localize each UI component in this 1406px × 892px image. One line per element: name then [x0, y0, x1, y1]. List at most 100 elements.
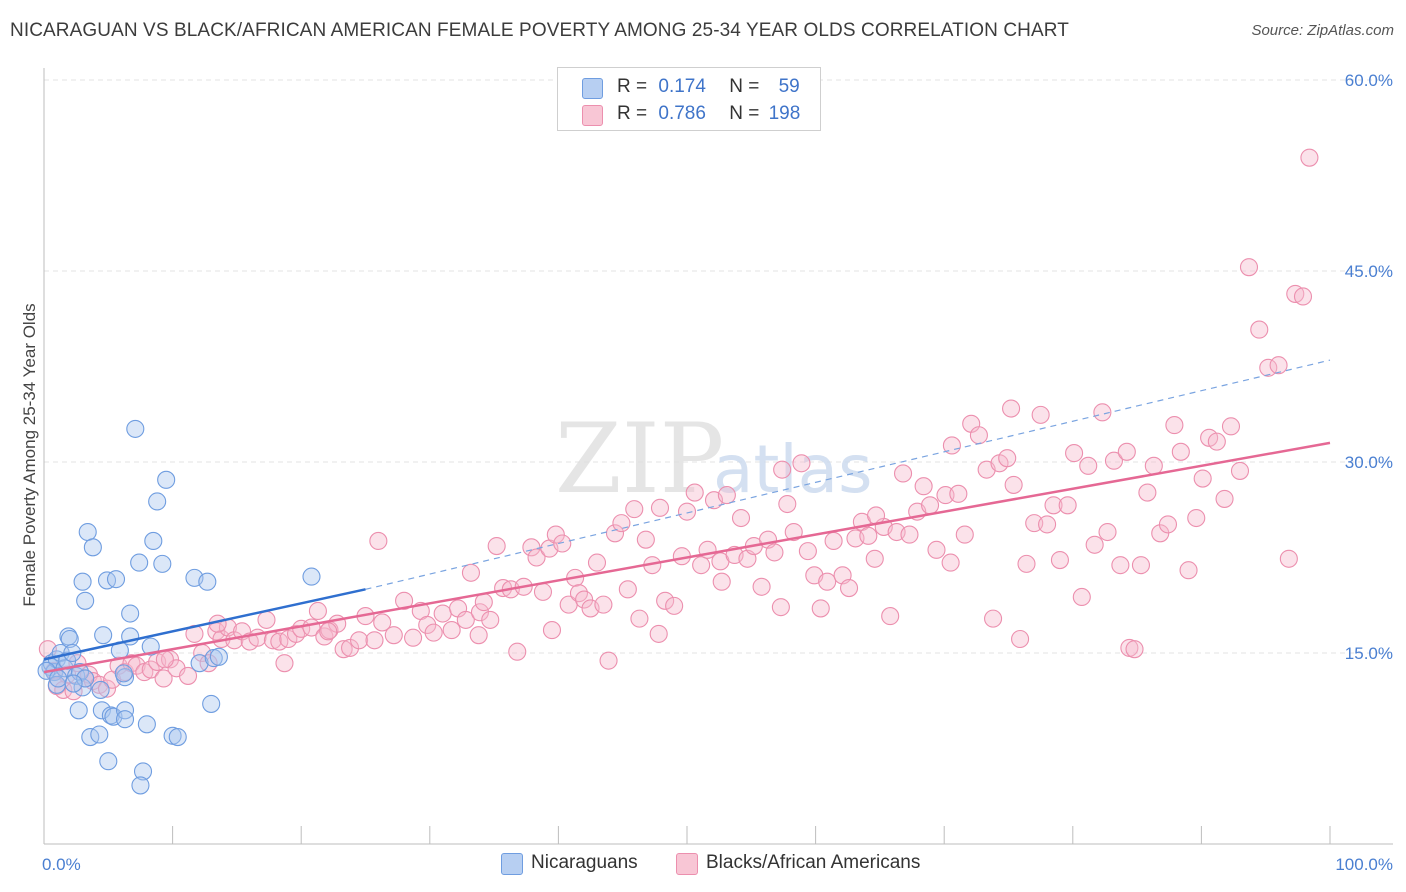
data-point-nicaraguans [133, 762, 153, 781]
data-point-blacks [599, 651, 618, 670]
data-point-nicaraguans [190, 654, 209, 673]
bottom-legend-label: Blacks/African Americans [706, 852, 921, 873]
data-point-blacks [824, 531, 843, 550]
data-point-nicaraguans [137, 715, 156, 734]
data-point-blacks [1131, 556, 1151, 575]
data-point-blacks [625, 500, 644, 519]
data-point-blacks [1293, 287, 1313, 306]
data-point-nicaraguans [92, 701, 111, 720]
legend-swatch-blue [582, 78, 603, 99]
data-point-blacks [1017, 554, 1036, 573]
data-point-blacks [1215, 489, 1234, 508]
data-point-blacks [373, 613, 392, 632]
x-axis [43, 68, 1393, 845]
data-point-blacks [936, 486, 955, 505]
data-point-blacks [1031, 405, 1050, 424]
data-point-blacks [587, 553, 607, 572]
data-point-nicaraguans [202, 694, 221, 713]
data-point-blacks [941, 553, 960, 572]
data-point-blacks [865, 549, 884, 568]
data-point-nicaraguans [60, 629, 79, 649]
data-point-blacks [881, 607, 900, 626]
data-point-blacks [424, 623, 443, 642]
legend-n-label: N = [729, 76, 760, 97]
data-point-blacks [433, 604, 452, 623]
data-point-blacks [1171, 442, 1190, 461]
data-point-blacks [1038, 515, 1057, 534]
data-point-blacks [1117, 442, 1136, 461]
data-point-blacks [474, 593, 493, 612]
data-point-blacks [442, 621, 461, 640]
data-point-blacks [369, 531, 388, 550]
data-point-nicaraguans [130, 553, 149, 572]
data-point-blacks [612, 514, 631, 533]
data-point-blacks [1098, 522, 1117, 542]
data-point-blacks [792, 454, 811, 473]
data-point-blacks [481, 610, 500, 629]
data-point-nicaraguans [157, 470, 176, 489]
trend-line-blacks [43, 441, 1331, 674]
data-point-nicaraguans [141, 637, 160, 656]
data-point-blacks [1002, 399, 1021, 418]
data-point-nicaraguans [126, 419, 145, 438]
data-point-nicaraguans [76, 669, 95, 688]
bottom-legend-swatch-blue [501, 853, 523, 875]
data-point-blacks [1193, 469, 1212, 488]
data-point-nicaraguans [302, 567, 321, 586]
data-point-blacks [533, 582, 553, 601]
data-point-nicaraguans [73, 572, 92, 591]
data-point-blacks [955, 525, 974, 544]
data-point-blacks [1044, 496, 1063, 515]
data-point-blacks [527, 548, 546, 567]
data-point-nicaraguans [76, 591, 95, 610]
correlation-legend: R = 0.174 N = 59 R = 0.786 N = 198 [557, 67, 821, 131]
y-tick-label: 60.0% [1345, 71, 1393, 90]
data-point-blacks [1230, 461, 1250, 480]
data-point-blacks [1104, 451, 1124, 470]
legend-n-label: N = [729, 103, 760, 124]
data-point-blacks [350, 631, 369, 650]
data-point-blacks [921, 496, 940, 515]
data-point-blacks [1011, 629, 1030, 649]
bottom-legend-label: Nicaraguans [531, 852, 638, 873]
data-point-nicaraguans [64, 674, 83, 693]
data-point-blacks [487, 536, 506, 556]
data-point-blacks [685, 483, 704, 502]
data-point-nicaraguans [91, 680, 110, 699]
data-point-nicaraguans [121, 604, 140, 623]
legend-n-value: 198 [768, 103, 801, 124]
data-point-nicaraguans [78, 522, 97, 542]
source-label: Source: ZipAtlas.com [1251, 22, 1394, 39]
y-tick-label: 30.0% [1345, 453, 1393, 472]
data-point-blacks [308, 601, 327, 621]
data-point-blacks [461, 563, 481, 582]
data-point-blacks [1065, 444, 1084, 463]
x-tick-label-min: 0.0% [42, 855, 81, 874]
data-point-blacks [553, 534, 572, 553]
data-point-nicaraguans [97, 571, 117, 590]
data-point-nicaraguans [148, 492, 167, 511]
data-point-blacks [859, 526, 878, 545]
data-point-blacks [927, 540, 946, 559]
data-point-nicaraguans [106, 570, 126, 589]
data-point-blacks [1279, 549, 1298, 568]
data-point-blacks [384, 626, 403, 645]
data-point-nicaraguans [49, 669, 68, 688]
data-point-nicaraguans [104, 707, 123, 726]
data-point-blacks [154, 669, 173, 688]
legend-r-label: R = [617, 76, 648, 97]
data-point-nicaraguans [90, 725, 109, 744]
data-point-nicaraguans [168, 727, 187, 747]
data-point-blacks [1158, 515, 1178, 534]
data-point-blacks [650, 498, 670, 517]
data-point-blacks [914, 477, 933, 496]
data-point-blacks [470, 603, 490, 622]
data-point-nicaraguans [131, 776, 150, 795]
data-point-nicaraguans [209, 647, 228, 666]
data-point-blacks [115, 663, 135, 682]
data-point-blacks [649, 624, 668, 643]
data-point-blacks [656, 591, 675, 610]
data-point-blacks [257, 610, 276, 629]
data-point-blacks [942, 436, 961, 455]
